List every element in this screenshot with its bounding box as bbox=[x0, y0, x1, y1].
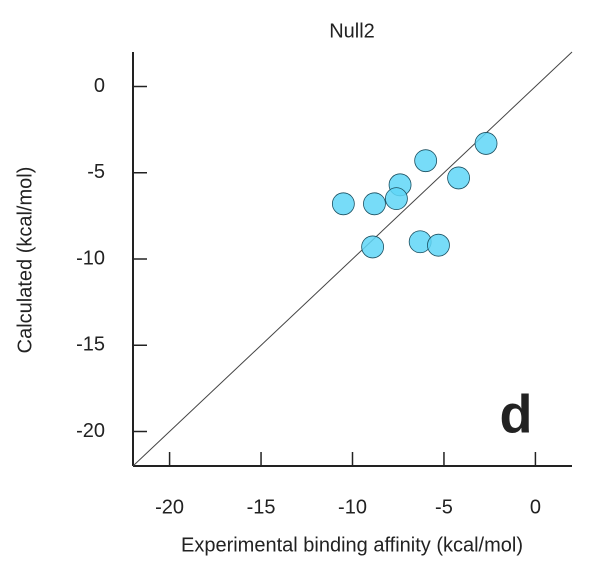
x-tick-label: -10 bbox=[338, 496, 367, 518]
point bbox=[384, 187, 408, 211]
y-tick-label: 0 bbox=[94, 75, 105, 97]
point bbox=[331, 192, 355, 216]
y-tick-label: -15 bbox=[76, 334, 105, 356]
y-axis-label: Calculated (kcal/mol) bbox=[14, 167, 36, 354]
x-axis-label: Experimental binding affinity (kcal/mol) bbox=[181, 534, 523, 556]
point bbox=[361, 235, 385, 259]
identity-line bbox=[132, 51, 573, 467]
point bbox=[447, 166, 470, 190]
point bbox=[474, 132, 498, 155]
point bbox=[414, 149, 438, 173]
panel-label: d bbox=[500, 384, 533, 444]
y-tick-label: -20 bbox=[76, 420, 105, 442]
point bbox=[363, 192, 386, 216]
x-tick-label: -20 bbox=[155, 496, 184, 518]
x-tick-label: -15 bbox=[247, 496, 276, 518]
chart-title: Null2 bbox=[329, 20, 375, 42]
y-tick-label: -10 bbox=[76, 247, 105, 269]
x-tick-label: -5 bbox=[435, 496, 453, 518]
y-tick-label: -5 bbox=[87, 161, 105, 183]
x-tick-label: 0 bbox=[530, 496, 541, 518]
point bbox=[427, 233, 450, 257]
